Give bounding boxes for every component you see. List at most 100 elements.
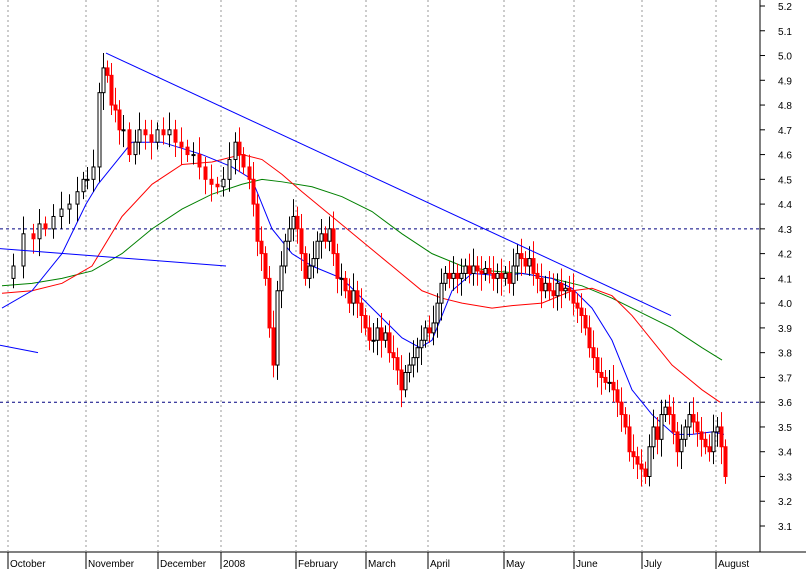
candle-down xyxy=(143,129,148,136)
candle-down xyxy=(603,376,608,383)
candle-down xyxy=(691,414,696,423)
grid-lines xyxy=(7,0,717,552)
candle-down xyxy=(583,315,588,329)
candle-up xyxy=(81,178,86,193)
y-tick-label: 4.8 xyxy=(778,101,792,112)
candle-down xyxy=(623,414,628,428)
candle-up xyxy=(279,265,284,292)
candle-down xyxy=(295,215,300,230)
candle-down xyxy=(367,327,372,341)
x-tick-label: November xyxy=(88,559,135,569)
candle-down xyxy=(499,272,504,279)
y-tick-label: 3.8 xyxy=(778,349,792,360)
candle-down xyxy=(43,223,48,230)
candle-up xyxy=(11,265,16,279)
candle-down xyxy=(109,74,114,106)
x-tick-label: December xyxy=(160,559,207,569)
candle-up xyxy=(167,129,172,136)
candle-up xyxy=(451,272,456,279)
candle-up xyxy=(327,228,332,242)
candle-down xyxy=(591,347,596,359)
candle-up xyxy=(191,154,196,157)
x-tick-label: 2008 xyxy=(223,559,246,569)
y-tick-label: 4.0 xyxy=(778,299,792,310)
candle-up xyxy=(403,371,408,391)
candle-up xyxy=(91,166,96,180)
candle-up xyxy=(233,141,238,161)
candle-down xyxy=(627,426,632,453)
candle-down xyxy=(487,267,492,274)
candle-down xyxy=(113,104,118,111)
candle-down xyxy=(331,228,336,255)
x-tick-label: February xyxy=(298,559,338,569)
candle-down xyxy=(491,272,496,279)
y-tick-label: 4.6 xyxy=(778,151,792,162)
candle-down xyxy=(699,431,704,440)
candle-up xyxy=(423,327,428,341)
candle-up xyxy=(75,191,80,205)
candle-down xyxy=(695,421,700,433)
candle-down xyxy=(259,240,264,255)
candle-up xyxy=(483,267,488,274)
candle-down xyxy=(215,183,220,188)
x-tick-label: April xyxy=(430,559,450,569)
chart-frame xyxy=(0,0,806,553)
trendline xyxy=(0,344,39,354)
candle-down xyxy=(567,287,572,292)
candle-up xyxy=(283,240,288,267)
candle-up xyxy=(319,233,324,242)
candle-down xyxy=(395,357,400,371)
candle-up xyxy=(133,141,138,156)
candle-down xyxy=(539,277,544,292)
candle-up xyxy=(121,129,126,132)
y-tick-label: 4.3 xyxy=(778,225,792,236)
candle-down xyxy=(475,265,480,272)
candle-down xyxy=(671,414,676,433)
candle-down xyxy=(267,277,272,329)
candle-down xyxy=(707,446,712,453)
candle-down xyxy=(455,272,460,279)
candle-up xyxy=(371,339,376,342)
candle-down xyxy=(149,134,154,143)
candle-down xyxy=(723,446,728,477)
y-tick-label: 3.3 xyxy=(778,472,792,483)
candle-down xyxy=(427,327,432,334)
x-tick-label: May xyxy=(506,559,525,569)
candle-down xyxy=(343,277,348,292)
candle-down xyxy=(575,302,580,309)
candle-up xyxy=(307,265,312,279)
candle-up xyxy=(287,228,292,242)
x-tick-label: August xyxy=(718,559,749,569)
candle-down xyxy=(551,290,556,297)
candle-down xyxy=(643,468,648,477)
candle-down xyxy=(173,129,178,143)
x-tick-label: October xyxy=(10,559,46,569)
candle-up xyxy=(679,438,684,453)
candle-up xyxy=(515,253,520,267)
moving-averages xyxy=(1,141,725,435)
candle-down xyxy=(615,389,620,403)
y-tick-label: 5.0 xyxy=(778,52,792,63)
candle-up xyxy=(659,414,664,440)
candle-down xyxy=(479,270,484,274)
candle-down xyxy=(587,327,592,349)
y-tick-label: 3.5 xyxy=(778,423,792,434)
candle-down xyxy=(303,253,308,279)
candle-down xyxy=(241,154,246,168)
candle-up xyxy=(715,426,720,433)
y-tick-label: 5.1 xyxy=(778,27,792,38)
ma-mid-line xyxy=(1,154,721,403)
candle-up xyxy=(555,282,560,297)
candle-up xyxy=(435,302,440,324)
candle-down xyxy=(161,129,166,136)
trendline xyxy=(105,52,672,316)
candle-down xyxy=(197,154,202,168)
y-tick-label: 5.2 xyxy=(778,2,792,13)
candle-down xyxy=(535,272,540,279)
candle-down xyxy=(185,146,190,156)
candle-up xyxy=(37,223,42,240)
candle-up xyxy=(687,414,692,428)
candle-up xyxy=(411,357,416,366)
candle-down xyxy=(547,282,552,292)
